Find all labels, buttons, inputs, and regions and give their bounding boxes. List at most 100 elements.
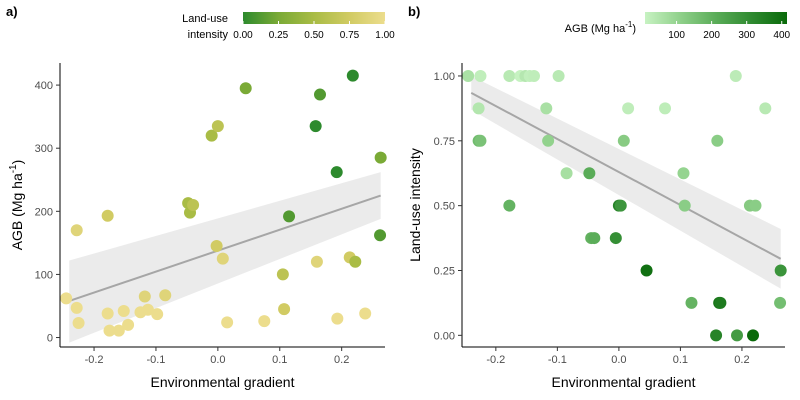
data-point — [101, 209, 114, 222]
data-point — [749, 199, 762, 212]
data-point — [711, 134, 724, 147]
data-point — [117, 305, 130, 318]
trend-line — [68, 194, 381, 302]
data-point — [346, 69, 359, 82]
data-point — [138, 290, 151, 303]
data-point — [216, 252, 229, 265]
data-point — [774, 264, 787, 277]
data-point — [527, 69, 540, 82]
x-tick-label: -0.2 — [486, 354, 505, 366]
x-tick-label: 0.2 — [734, 354, 749, 366]
data-point — [714, 296, 727, 309]
y-tick-label: 0.75 — [434, 136, 455, 148]
y-axis-title-text: Land-use intensity — [407, 148, 423, 262]
x-tick-label: 0.2 — [334, 354, 349, 366]
data-point — [221, 316, 234, 329]
x-tick-label: 0.0 — [611, 354, 626, 366]
legend-tick-label: 0.25 — [269, 30, 289, 41]
x-tick-label: -0.2 — [85, 354, 104, 366]
data-point — [540, 102, 553, 115]
data-point — [112, 324, 125, 337]
confidence-band — [471, 75, 781, 289]
data-point — [205, 129, 218, 142]
x-tick-label: -0.1 — [548, 354, 567, 366]
data-point — [210, 240, 223, 253]
x-axis-title: Environmental gradient — [151, 374, 295, 390]
data-point — [374, 151, 387, 164]
data-point — [211, 120, 224, 133]
legend-title: AGB (Mg ha-1) — [565, 20, 636, 35]
legend-title-text: AGB (Mg ha — [565, 23, 626, 35]
y-tick-label: 0.50 — [434, 201, 455, 213]
data-point — [239, 82, 252, 95]
legend-tick-label: 0.50 — [304, 30, 324, 41]
data-point — [310, 255, 323, 268]
legend-tick-label: 0.00 — [233, 30, 253, 41]
panel-a: a) -0.2 -0.1 0.0 0.1 0.2 0 100 200 300 400 Environm… — [6, 4, 395, 390]
data-point — [258, 315, 271, 328]
data-point — [187, 199, 200, 211]
data-point — [503, 199, 516, 212]
panel-b: b) -0.2 -0.1 0.0 0.1 0.2 0.00 0.25 0.50 0.75 1.00 E… — [407, 4, 791, 390]
data-point — [560, 167, 573, 180]
data-point — [614, 199, 627, 212]
data-point — [685, 296, 698, 309]
y-tick-label: 200 — [35, 206, 53, 218]
legend-title-superscript: -1 — [625, 20, 633, 29]
legend-tick-label: 1.00 — [375, 30, 395, 41]
legend: Land-use intensity 0.00 0.25 0.50 0.75 1.00 — [182, 12, 395, 41]
legend-tick-label: 200 — [703, 30, 720, 41]
y-tick-label: 0 — [47, 333, 53, 345]
data-point — [283, 210, 296, 223]
data-point — [729, 69, 742, 82]
y-tick-label: 0.00 — [434, 330, 455, 342]
legend-title: Land-use — [182, 13, 228, 25]
legend-tick-label: 400 — [773, 30, 790, 41]
y-axis-title: Land-use intensity — [407, 148, 423, 262]
data-point — [276, 268, 289, 281]
data-point — [542, 134, 555, 147]
data-point — [70, 224, 83, 237]
y-tick-label: 100 — [35, 269, 53, 281]
data-point — [278, 303, 291, 316]
data-point — [330, 166, 343, 179]
data-point — [462, 69, 475, 82]
data-point — [70, 301, 83, 314]
data-point — [151, 308, 164, 321]
data-point — [759, 102, 772, 115]
legend-tick-label: 0.75 — [340, 30, 360, 41]
data-point — [710, 329, 723, 342]
data-point — [677, 167, 690, 180]
data-point — [583, 167, 596, 180]
data-point — [141, 303, 154, 316]
x-tick-label: 0.1 — [272, 354, 287, 366]
data-point — [309, 120, 322, 133]
y-axis-title-superscript: -1 — [8, 164, 19, 173]
legend-tick-label: 100 — [668, 30, 685, 41]
data-point — [331, 312, 344, 325]
panel-label: b) — [408, 4, 420, 19]
y-tick-label: 300 — [35, 143, 53, 155]
data-point — [609, 232, 622, 245]
data-point — [503, 69, 516, 82]
x-tick-label: -0.1 — [146, 354, 165, 366]
y-axis-title-close: ) — [9, 160, 25, 165]
legend-tick-label: 300 — [738, 30, 755, 41]
x-axis-title: Environmental gradient — [552, 374, 696, 390]
data-point — [678, 199, 691, 212]
y-tick-label: 0.25 — [434, 265, 455, 277]
data-point — [474, 134, 487, 147]
data-point — [159, 289, 172, 302]
data-point — [659, 102, 672, 115]
data-point — [474, 69, 487, 82]
data-point — [359, 307, 372, 320]
data-point — [472, 102, 485, 115]
data-point — [314, 88, 326, 101]
data-point — [747, 329, 760, 342]
legend-title: intensity — [188, 29, 229, 41]
y-tick-label: 400 — [35, 80, 53, 92]
y-axis-title: AGB (Mg ha-1) — [8, 160, 25, 251]
legend-title-close: ) — [632, 23, 636, 35]
data-point — [617, 134, 630, 147]
